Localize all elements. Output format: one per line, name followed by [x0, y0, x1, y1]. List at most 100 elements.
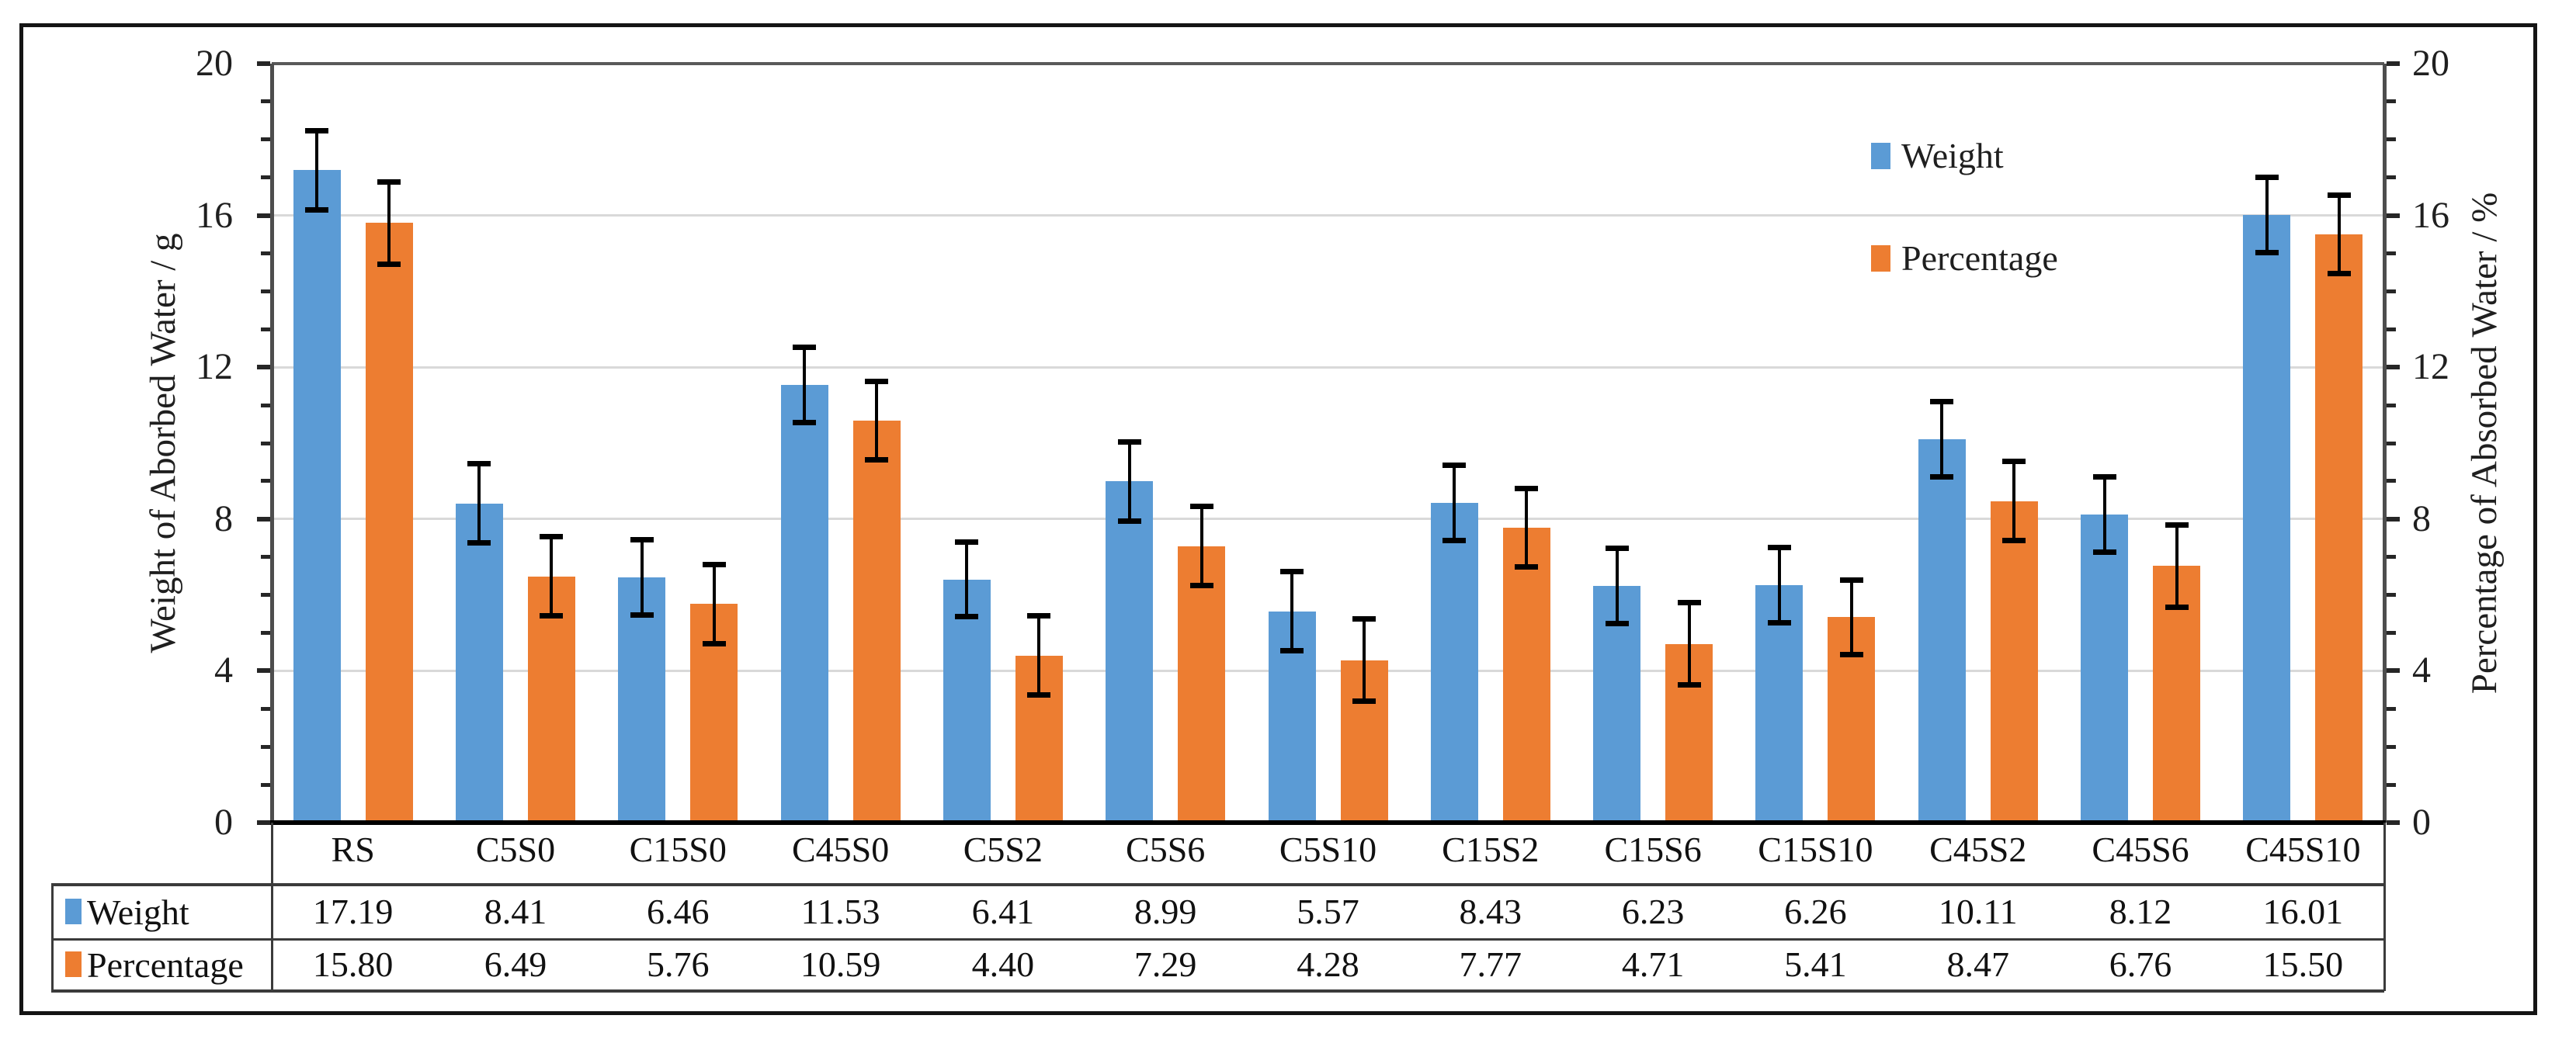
- table-left-border: [51, 883, 54, 991]
- table-cell: 17.19: [312, 892, 394, 931]
- table-cell: 4.28: [1297, 944, 1359, 984]
- error-bar-stem: [2102, 476, 2106, 553]
- error-bar-cap: [1442, 462, 1467, 468]
- error-bar-cap: [1027, 613, 1051, 619]
- error-bar-stem: [1363, 618, 1366, 702]
- error-bar-cap: [1352, 615, 1376, 622]
- left-axis-tick: [257, 213, 270, 218]
- table-cell: 6.46: [647, 892, 710, 931]
- error-bar-cap: [1839, 577, 1863, 583]
- error-bar-stem: [712, 563, 716, 644]
- left-axis-tick: [261, 631, 270, 635]
- error-bar-cap: [467, 540, 491, 546]
- table-row-divider-line: [51, 938, 2384, 941]
- right-axis-tick: [2387, 289, 2396, 293]
- right-axis-tick: [2387, 137, 2396, 142]
- table-cell: 10.59: [800, 944, 881, 984]
- error-bar-stem: [803, 347, 807, 424]
- bar-weight-C15S2: [1430, 502, 1478, 823]
- table-cell: 8.43: [1459, 892, 1522, 931]
- left-axis-tick: [261, 251, 270, 255]
- category-label: C15S10: [1758, 830, 1873, 869]
- right-axis-tick: [2387, 175, 2396, 180]
- error-bar-cap: [793, 420, 817, 426]
- error-bar-stem: [875, 380, 879, 461]
- right-axis-tick: [2387, 365, 2400, 370]
- category-label: C45S6: [2092, 830, 2189, 869]
- table-cell: 6.76: [2109, 944, 2172, 984]
- error-bar-cap: [1767, 619, 1791, 625]
- error-bar-cap: [2092, 474, 2116, 480]
- error-bar-cap: [1767, 544, 1791, 550]
- bar-percentage-RS: [365, 223, 413, 823]
- table-cell: 10.11: [1938, 892, 2018, 931]
- legend: Weight Percentage: [1871, 137, 2058, 278]
- right-axis-tick-label: 12: [2412, 346, 2449, 388]
- bar-weight-C15S0: [618, 577, 666, 823]
- left-axis-tick: [257, 61, 270, 66]
- plot-top-border: [272, 62, 2384, 65]
- category-axis-line: [270, 820, 2386, 825]
- legend-entry-weight: Weight: [1871, 137, 2058, 175]
- error-bar-stem: [640, 539, 644, 615]
- error-bar-cap: [2165, 605, 2189, 611]
- category-label: C15S6: [1604, 830, 1702, 869]
- error-bar-cap: [955, 614, 979, 620]
- left-axis-tick-label: 8: [214, 497, 233, 539]
- outer-border: [19, 23, 2537, 1015]
- left-axis-tick: [261, 137, 270, 142]
- error-bar-stem: [387, 181, 391, 265]
- percentage-legend-swatch-icon: [1871, 245, 1890, 272]
- table-cell: 8.12: [2109, 892, 2172, 931]
- table-cell: 6.26: [1784, 892, 1847, 931]
- error-bar-cap: [865, 457, 889, 463]
- error-bar-cap: [1442, 537, 1467, 543]
- error-bar-cap: [540, 612, 564, 619]
- error-bar-cap: [630, 612, 654, 618]
- table-cell: 5.76: [647, 944, 710, 984]
- error-bar-stem: [1453, 464, 1456, 541]
- left-axis-tick-label: 12: [196, 346, 233, 388]
- error-bar-cap: [1677, 599, 1701, 605]
- table-cell: 7.29: [1134, 944, 1197, 984]
- table-cell: 5.41: [1784, 944, 1847, 984]
- right-axis-tick-label: 20: [2412, 43, 2449, 84]
- left-axis-tick-label: 16: [196, 194, 233, 236]
- error-bar-cap: [1930, 473, 1954, 480]
- right-axis-tick: [2387, 213, 2400, 218]
- error-bar-stem: [1940, 400, 1944, 477]
- right-axis-tick: [2387, 403, 2396, 407]
- bar-percentage-C45S0: [852, 421, 901, 823]
- error-bar-cap: [2327, 271, 2351, 277]
- table-cell: 6.41: [971, 892, 1035, 931]
- left-axis-tick: [257, 365, 270, 370]
- error-bar-cap: [2255, 175, 2279, 181]
- table-cell: 5.57: [1297, 892, 1359, 931]
- bar-weight-C5S0: [455, 503, 503, 823]
- error-bar-stem: [315, 130, 319, 210]
- error-bar-cap: [1677, 682, 1701, 688]
- bar-weight-C45S10: [2243, 215, 2291, 823]
- left-axis-tick-label: 20: [196, 43, 233, 84]
- error-bar-cap: [1515, 485, 1539, 491]
- table-cell: 11.53: [800, 892, 880, 931]
- error-bar-cap: [1117, 439, 1141, 445]
- right-axis-tick: [2387, 706, 2396, 711]
- error-bar-stem: [477, 463, 481, 544]
- table-cell: 15.50: [2262, 944, 2344, 984]
- error-bar-cap: [305, 128, 329, 134]
- error-bar-cap: [1839, 652, 1863, 658]
- error-bar-stem: [1777, 546, 1781, 623]
- error-bar-stem: [1127, 442, 1131, 522]
- error-bar-cap: [1352, 698, 1376, 705]
- weight-row-swatch-icon: [65, 899, 82, 924]
- table-cell: 4.71: [1621, 944, 1685, 984]
- error-bar-stem: [1525, 487, 1529, 568]
- error-bar-cap: [2002, 459, 2026, 465]
- left-axis-tick: [261, 555, 270, 560]
- table-row-label: Percentage: [87, 945, 244, 985]
- error-bar-cap: [630, 537, 654, 543]
- right-axis-tick: [2387, 441, 2396, 445]
